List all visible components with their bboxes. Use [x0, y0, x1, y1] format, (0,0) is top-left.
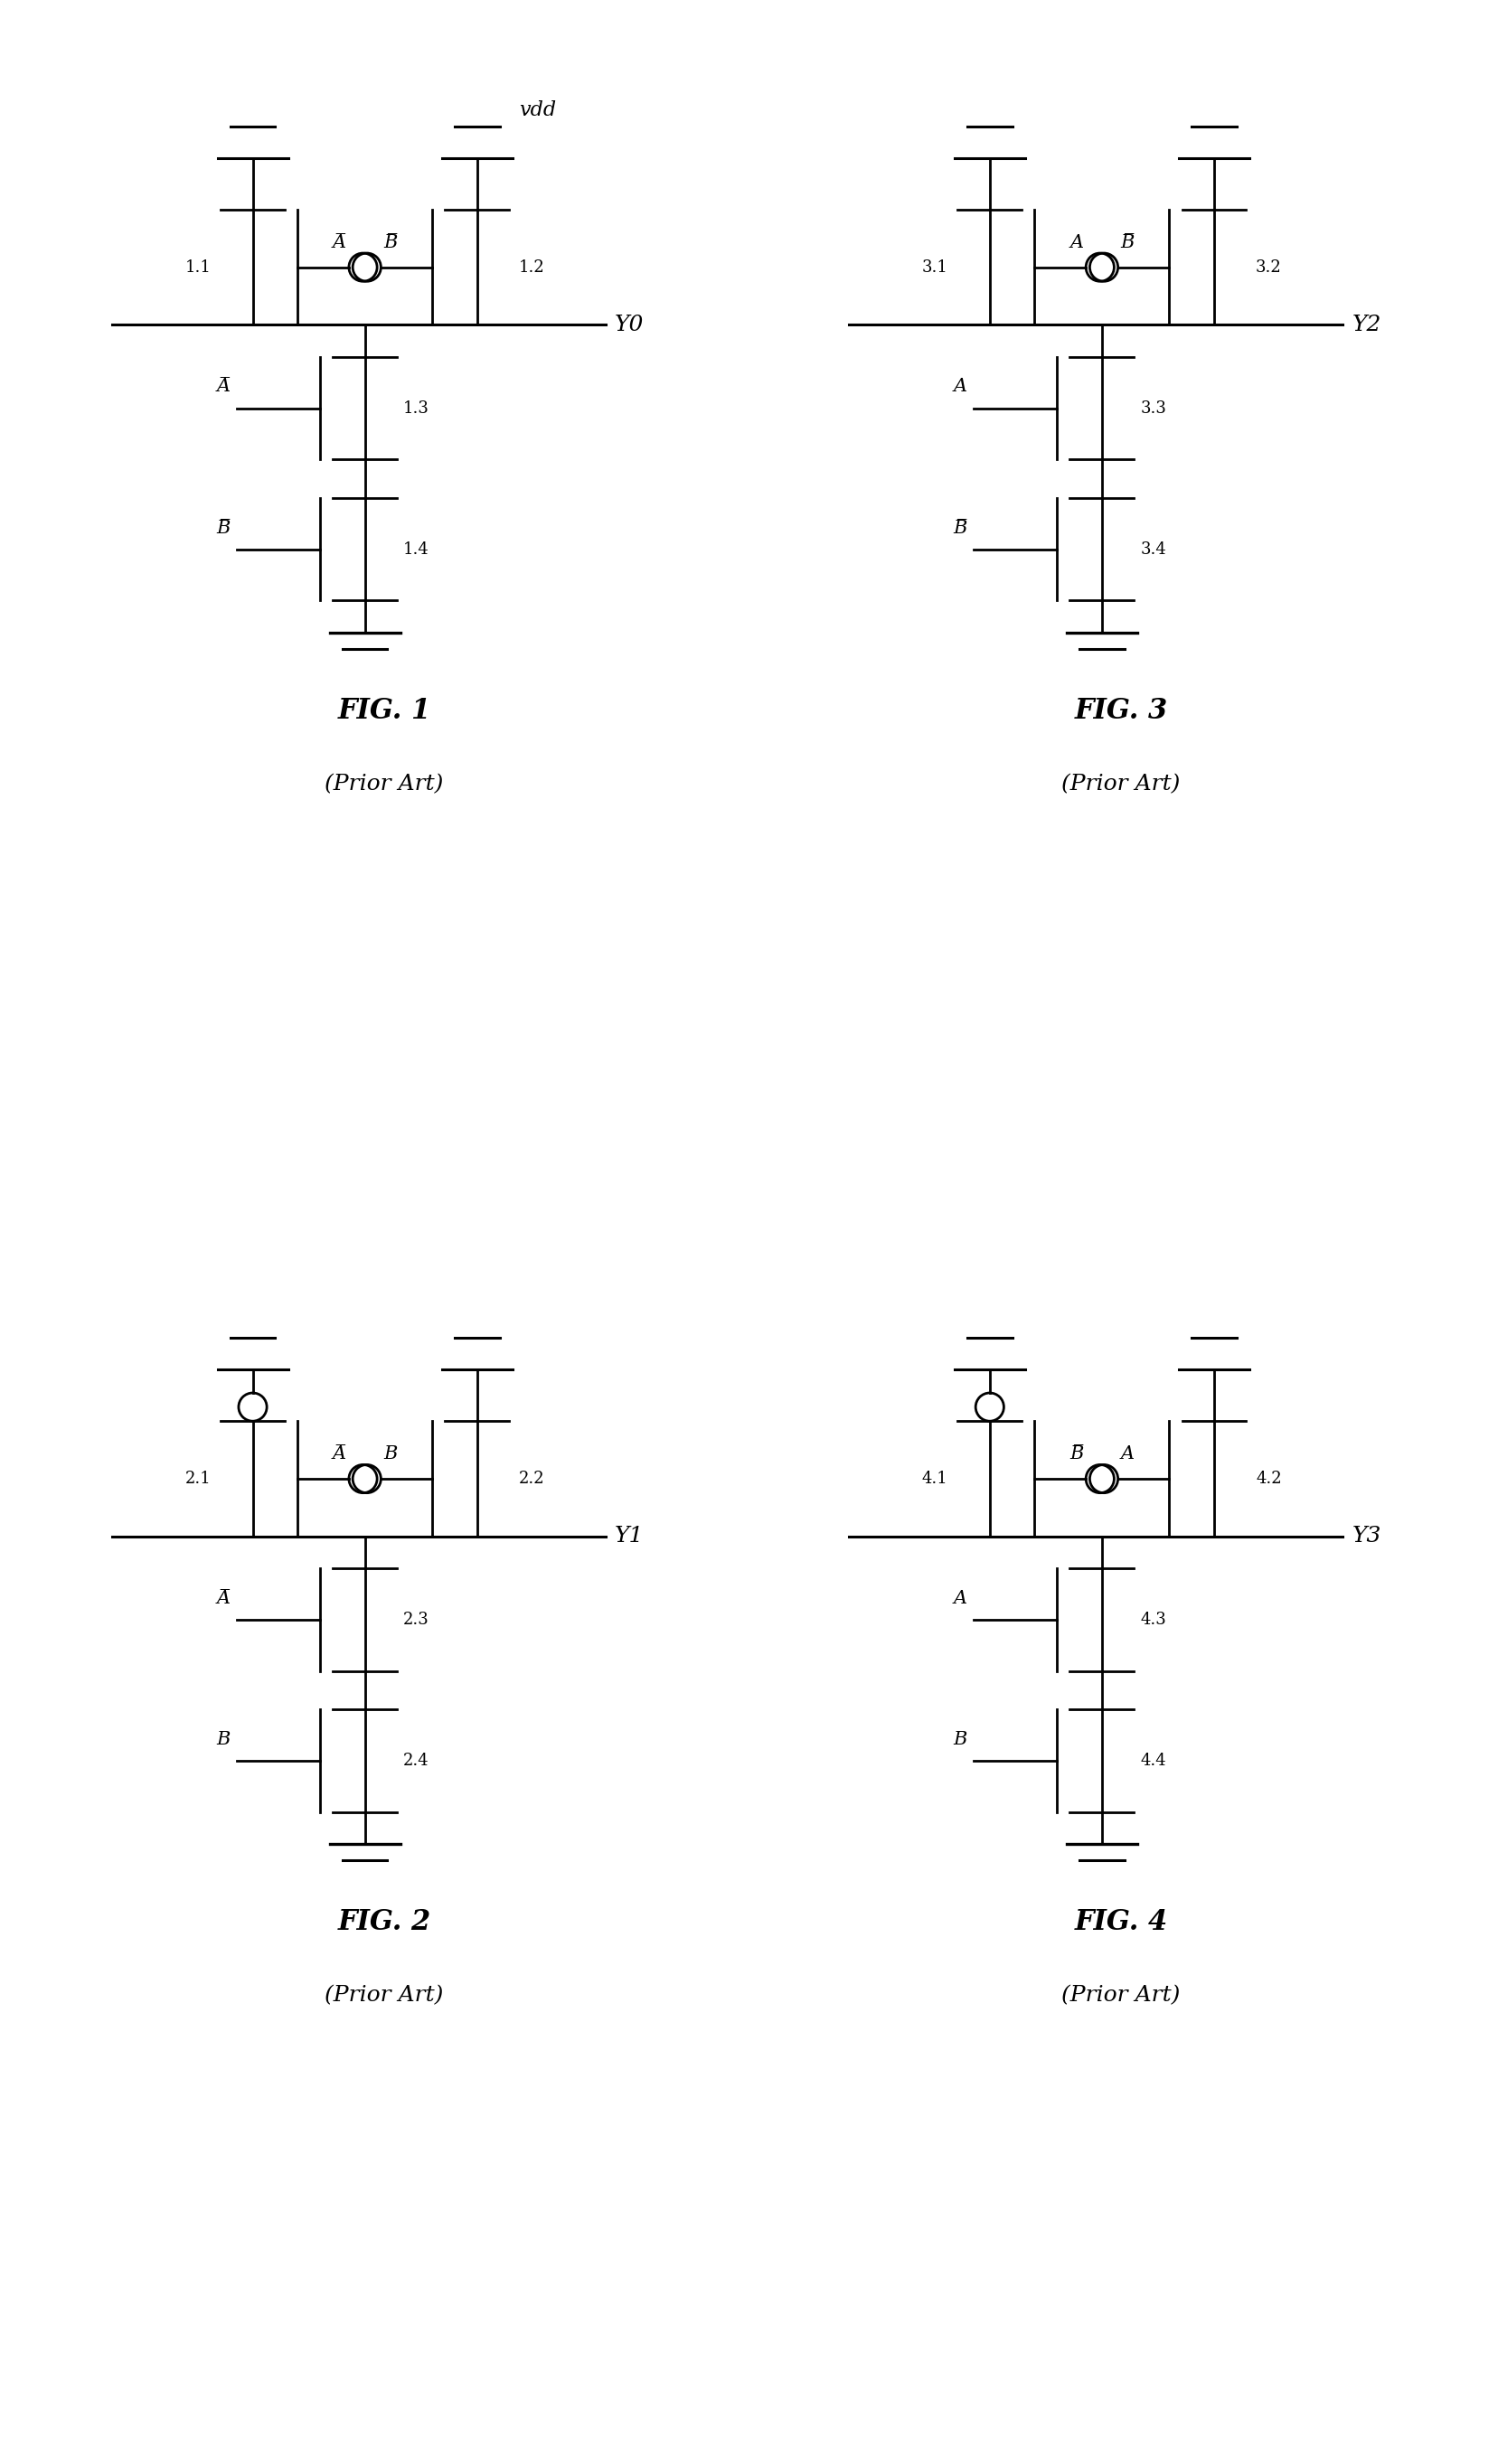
Text: Y2: Y2 [1351, 315, 1381, 335]
Text: Y0: Y0 [614, 315, 644, 335]
Text: 2.3: 2.3 [403, 1611, 428, 1629]
Text: (Prior Art): (Prior Art) [325, 774, 443, 793]
Text: vdd: vdd [518, 101, 556, 121]
Text: FIG. 3: FIG. 3 [1074, 697, 1167, 724]
Text: B: B [216, 1730, 231, 1747]
Text: FIG. 2: FIG. 2 [337, 1907, 430, 1937]
Text: B: B [383, 1446, 397, 1464]
Text: B̅: B̅ [1068, 1446, 1083, 1464]
Text: B̅: B̅ [1121, 234, 1134, 251]
Text: 3.2: 3.2 [1255, 259, 1281, 276]
Text: 4.2: 4.2 [1255, 1471, 1281, 1486]
Text: FIG. 4: FIG. 4 [1074, 1907, 1167, 1937]
Text: (Prior Art): (Prior Art) [325, 1986, 443, 2006]
Text: A̅: A̅ [333, 234, 346, 251]
Text: B: B [953, 1730, 966, 1747]
Text: A̅: A̅ [217, 1589, 231, 1607]
Text: A: A [953, 379, 966, 394]
Text: 4.1: 4.1 [921, 1471, 948, 1486]
Text: A: A [1121, 1446, 1134, 1464]
Text: A: A [953, 1589, 966, 1607]
Text: A̅: A̅ [217, 379, 231, 394]
Text: 2.1: 2.1 [184, 1471, 211, 1486]
Text: 2.2: 2.2 [518, 1471, 544, 1486]
Text: B̅: B̅ [383, 234, 397, 251]
Text: B̅: B̅ [216, 520, 231, 537]
Text: 1.1: 1.1 [184, 259, 211, 276]
Text: A̅: A̅ [333, 1446, 346, 1464]
Text: 2.4: 2.4 [403, 1752, 428, 1769]
Text: 3.1: 3.1 [921, 259, 948, 276]
Text: Y1: Y1 [614, 1525, 644, 1547]
Text: 3.3: 3.3 [1140, 399, 1165, 416]
Text: (Prior Art): (Prior Art) [1061, 1986, 1180, 2006]
Text: Y3: Y3 [1351, 1525, 1381, 1547]
Text: (Prior Art): (Prior Art) [1061, 774, 1180, 793]
Text: 1.2: 1.2 [518, 259, 544, 276]
Text: A: A [1070, 234, 1083, 251]
Text: B̅: B̅ [953, 520, 966, 537]
Text: 1.4: 1.4 [403, 542, 428, 557]
Text: 4.3: 4.3 [1140, 1611, 1165, 1629]
Text: 4.4: 4.4 [1140, 1752, 1165, 1769]
Text: FIG. 1: FIG. 1 [337, 697, 430, 724]
Text: 3.4: 3.4 [1140, 542, 1165, 557]
Text: 1.3: 1.3 [403, 399, 430, 416]
